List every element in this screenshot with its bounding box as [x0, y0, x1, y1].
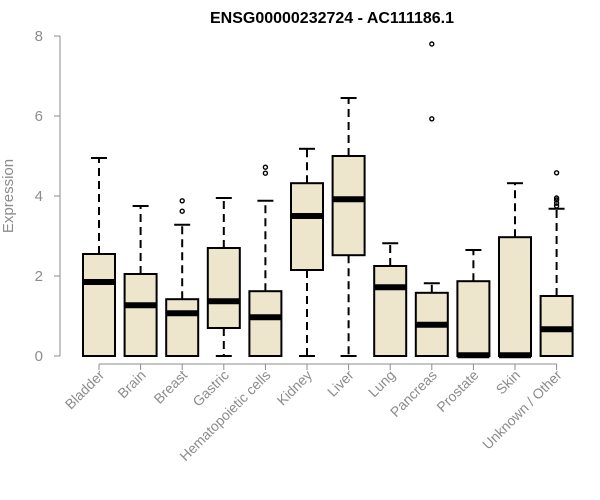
x-tick-label: Skin: [493, 367, 524, 398]
iqr-box: [456, 280, 491, 358]
box-prostate: [456, 249, 491, 359]
iqr-box: [248, 290, 283, 358]
box-hematopoietic-cells: [248, 164, 283, 358]
y-tick-label: 8: [35, 28, 43, 45]
outlier-point: [262, 164, 269, 170]
iqr-box: [331, 155, 366, 257]
y-axis-label: Expression: [0, 159, 17, 233]
outlier-point: [553, 195, 560, 201]
x-tick-label: Unknown / Other: [479, 367, 565, 453]
outlier-point: [553, 197, 560, 203]
box-liver: [331, 97, 366, 357]
y-tick-label: 4: [35, 188, 43, 205]
y-tick-label: 6: [35, 108, 43, 125]
outlier-point: [553, 170, 560, 176]
iqr-box: [82, 253, 116, 357]
iqr-box: [206, 247, 241, 329]
x-tick-label: Bladder: [62, 367, 108, 413]
outlier-point: [553, 200, 560, 206]
x-tick-label: Breast: [150, 367, 190, 407]
y-axis: 0 2 4 6 8: [35, 28, 61, 365]
iqr-box: [290, 182, 324, 271]
box-bladder: [82, 157, 116, 357]
chart-title: ENSG00000232724 - AC111186.1: [210, 10, 454, 27]
iqr-box: [165, 298, 200, 358]
outlier-point: [429, 116, 435, 122]
x-tick-label: Prostate: [433, 367, 481, 415]
iqr-box: [498, 236, 532, 357]
box-gastric: [206, 197, 241, 357]
x-tick-label: Brain: [114, 367, 148, 401]
x-tick-label: Liver: [324, 367, 357, 400]
outlier-point: [179, 198, 185, 204]
box-skin: [498, 182, 532, 359]
outlier-point: [179, 208, 185, 214]
box-series: [82, 41, 574, 359]
outlier-point: [429, 41, 435, 47]
y-tick-label: 0: [35, 348, 43, 365]
iqr-box: [123, 273, 158, 357]
outlier-point: [553, 203, 560, 209]
box-unknown-other: [539, 170, 574, 357]
x-tick-label: Kidney: [274, 367, 316, 409]
box-lung: [373, 242, 408, 357]
box-kidney: [290, 147, 324, 357]
iqr-box: [373, 265, 408, 357]
outlier-point: [262, 170, 269, 176]
box-pancreas: [414, 41, 449, 357]
y-tick-label: 2: [35, 268, 43, 285]
box-brain: [123, 205, 158, 357]
x-tick-label: Lung: [365, 367, 398, 400]
box-breast: [165, 198, 200, 358]
iqr-box: [539, 295, 574, 357]
